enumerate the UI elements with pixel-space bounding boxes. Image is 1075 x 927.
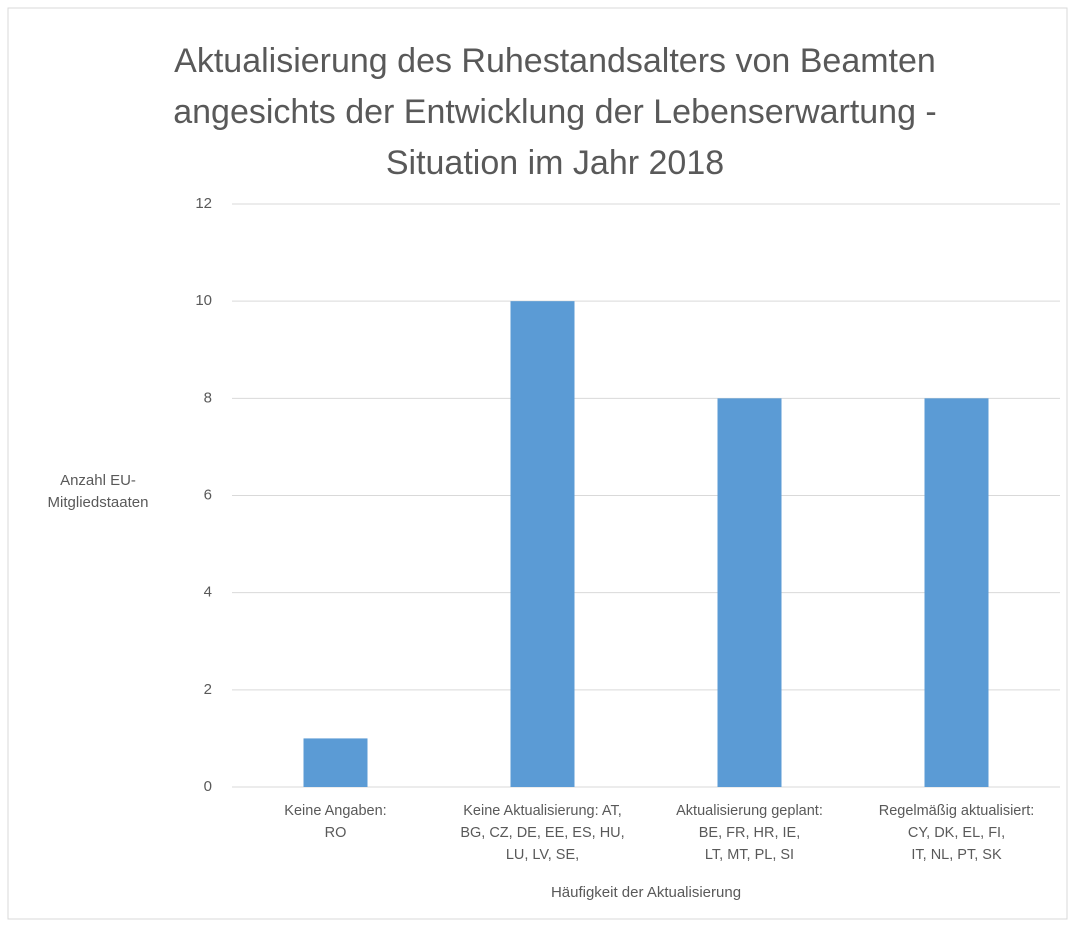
x-tick-label: Aktualisierung geplant: BE, FR, HR, IE, … — [676, 803, 823, 863]
chart-title: Aktualisierung des Ruhestandsalters von … — [173, 42, 937, 182]
y-tick-label: 0 — [204, 778, 212, 795]
y-tick-label: 12 — [195, 195, 212, 212]
bar — [717, 398, 782, 787]
bar — [303, 738, 368, 787]
y-axis-title: Anzahl EU- Mitgliedstaaten — [47, 472, 149, 511]
x-tick-label: Regelmäßig aktualisiert: CY, DK, EL, FI,… — [878, 803, 1035, 863]
y-tick-label: 6 — [204, 486, 212, 503]
y-tick-label: 2 — [204, 681, 212, 698]
x-axis-title: Häufigkeit der Aktualisierung — [550, 884, 742, 901]
y-tick-label: 8 — [204, 389, 212, 406]
y-tick-label: 10 — [195, 292, 212, 309]
x-tick-label: Keine Aktualisierung: AT, BG, CZ, DE, EE… — [460, 803, 625, 863]
x-tick-label: Keine Angaben: RO — [284, 803, 387, 841]
y-tick-label: 4 — [204, 584, 212, 601]
bar — [510, 301, 575, 787]
bar — [924, 398, 989, 787]
